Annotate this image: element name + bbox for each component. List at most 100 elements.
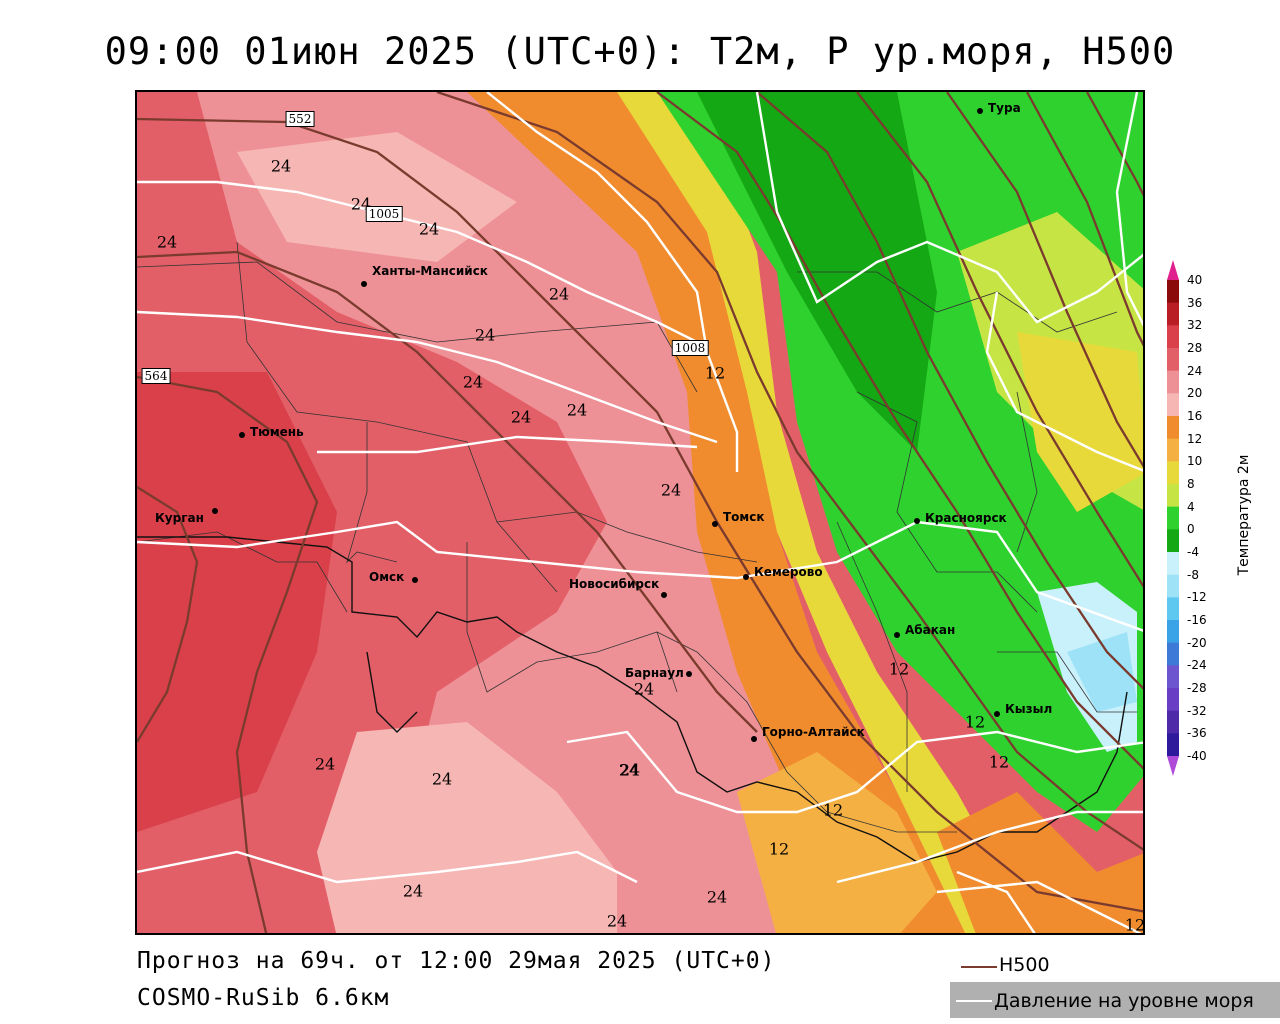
pressure-isobars (137, 92, 1143, 933)
temp-field-20-south (317, 722, 617, 933)
city-dot (412, 577, 418, 583)
colorbar-tick-label: -8 (1187, 567, 1199, 582)
colorbar-swatch (1167, 529, 1179, 553)
temp-field-32 (137, 372, 337, 832)
legend-h500-swatch (961, 966, 997, 968)
city-label-barnaul: Барнаул (625, 666, 684, 680)
city-dot (977, 108, 983, 114)
colorbar-swatch (1167, 574, 1179, 598)
colorbar-swatch (1167, 370, 1179, 394)
model-name: COSMO-RuSib 6.6км (137, 985, 390, 1011)
colorbar-arrow-up (1167, 260, 1179, 280)
temp-field-24 (197, 92, 895, 933)
colorbar-swatch (1167, 302, 1179, 326)
city-label-tura: Тура (988, 101, 1021, 115)
h500-label: 552 (285, 111, 315, 127)
city-dot (712, 521, 718, 527)
colorbar-tick-label: -32 (1187, 703, 1207, 718)
colorbar-tick-label: -16 (1187, 613, 1207, 627)
colorbar-swatch (1167, 438, 1179, 462)
temp-field-10-east (1017, 332, 1143, 512)
temp-contour-label: 12 (768, 839, 790, 859)
temp-contour-label: 24 (619, 760, 641, 780)
city-label-kurgan: Курган (155, 511, 204, 525)
city-dot (686, 671, 692, 677)
temp-contour-label: 24 (606, 911, 628, 931)
city-label-tomsk: Томск (723, 510, 765, 524)
legend-h500-label: H500 (999, 954, 1050, 976)
temp-field-16 (467, 92, 966, 933)
temp-contour-label: 24 (706, 887, 728, 907)
colorbar-tick-label: -40 (1187, 749, 1207, 763)
colorbar-tick-label: -20 (1187, 635, 1207, 650)
temp-contour-label: 24 (618, 760, 640, 780)
city-dot (914, 518, 920, 524)
city-label-omsk: Омск (369, 570, 405, 584)
temp-contour-label: 12 (988, 752, 1010, 772)
colorbar-tick-label: 4 (1187, 499, 1195, 514)
country-border (137, 536, 1128, 863)
colorbar-tick-label: -4 (1187, 545, 1199, 559)
colorbar-title: Температура 2м (1236, 454, 1252, 576)
colorbar-swatch (1167, 688, 1179, 712)
city-dot (212, 508, 218, 514)
legend-pressure-label: Давление на уровне моря (994, 990, 1254, 1012)
city-dot (239, 432, 245, 438)
legend-h500: H500 (955, 952, 1275, 980)
temp-contour-label: 24 (548, 284, 570, 304)
temp-contour-label: 24 (566, 400, 588, 420)
colorbar-tick-label: 36 (1187, 295, 1203, 310)
city-label-abakan: Абакан (905, 623, 956, 637)
colorbar-tick-label: -12 (1187, 590, 1207, 605)
colorbar-tick-label: 32 (1187, 318, 1203, 333)
colorbar-swatch (1167, 280, 1179, 304)
colorbar-tick-label: 40 (1187, 273, 1203, 287)
colorbar-tick-label: -28 (1187, 681, 1207, 695)
colorbar-tick-label: 20 (1187, 386, 1203, 401)
colorbar-swatch (1167, 597, 1179, 621)
temp-contour-label: 12 (964, 712, 986, 732)
temp-contour-label: 24 (156, 232, 178, 252)
temp-contour-label: 24 (474, 325, 496, 345)
colorbar-swatch (1167, 733, 1179, 757)
colorbar-arrow-down (1167, 756, 1179, 776)
city-dot (894, 632, 900, 638)
pressure-label: 1005 (365, 206, 403, 222)
city-label-novosibirsk: Новосибирск (569, 577, 660, 591)
city-label-kemerovo: Кемерово (754, 565, 823, 579)
temp-contour-label: 12 (822, 800, 844, 820)
city-label-gorno-altaysk: Горно-Алтайск (762, 725, 865, 739)
city-label-krasnoyarsk: Красноярск (925, 511, 1007, 525)
pressure-label: 1008 (671, 340, 709, 356)
temp-contour-label: 24 (418, 219, 440, 239)
city-dot (994, 711, 1000, 717)
colorbar-tick-label: 0 (1187, 522, 1195, 537)
temp-contour-label: 12 (888, 659, 910, 679)
city-dot (661, 592, 667, 598)
map-title: 09:00 01июн 2025 (UTC+0): Т2м, Р ур.моря… (104, 30, 1176, 73)
colorbar-swatch (1167, 710, 1179, 734)
region-borders (137, 241, 1137, 833)
forecast-map[interactable]: Тура Ханты-Мансийск Тюмень Курган Омск Т… (135, 90, 1145, 935)
city-dot (751, 736, 757, 742)
colorbar-swatch (1167, 348, 1179, 372)
colorbar-swatch (1167, 416, 1179, 440)
h500-contours (137, 92, 1143, 933)
colorbar-swatch (1167, 506, 1179, 530)
temp-contour-label: 24 (462, 372, 484, 392)
colorbar-swatch (1167, 642, 1179, 666)
legend-pressure-swatch (956, 1000, 992, 1002)
colorbar-tick-label: 28 (1187, 341, 1203, 355)
temp-contour-label: 24 (270, 156, 292, 176)
city-dot (743, 574, 749, 580)
forecast-info: Прогноз на 69ч. от 12:00 29мая 2025 (UTC… (137, 948, 776, 974)
city-label-khanty-mansiysk: Ханты-Мансийск (372, 264, 488, 278)
city-label-tyumen: Тюмень (250, 425, 304, 439)
colorbar-swatch (1167, 325, 1179, 349)
temp-field-altai (737, 752, 937, 933)
temp-contour-label: 12 (704, 363, 726, 383)
h500-label: 564 (141, 368, 171, 384)
temp-contour-label: 24 (431, 769, 453, 789)
temperature-colorbar (1167, 260, 1179, 776)
temp-contour-label: 24 (510, 407, 532, 427)
